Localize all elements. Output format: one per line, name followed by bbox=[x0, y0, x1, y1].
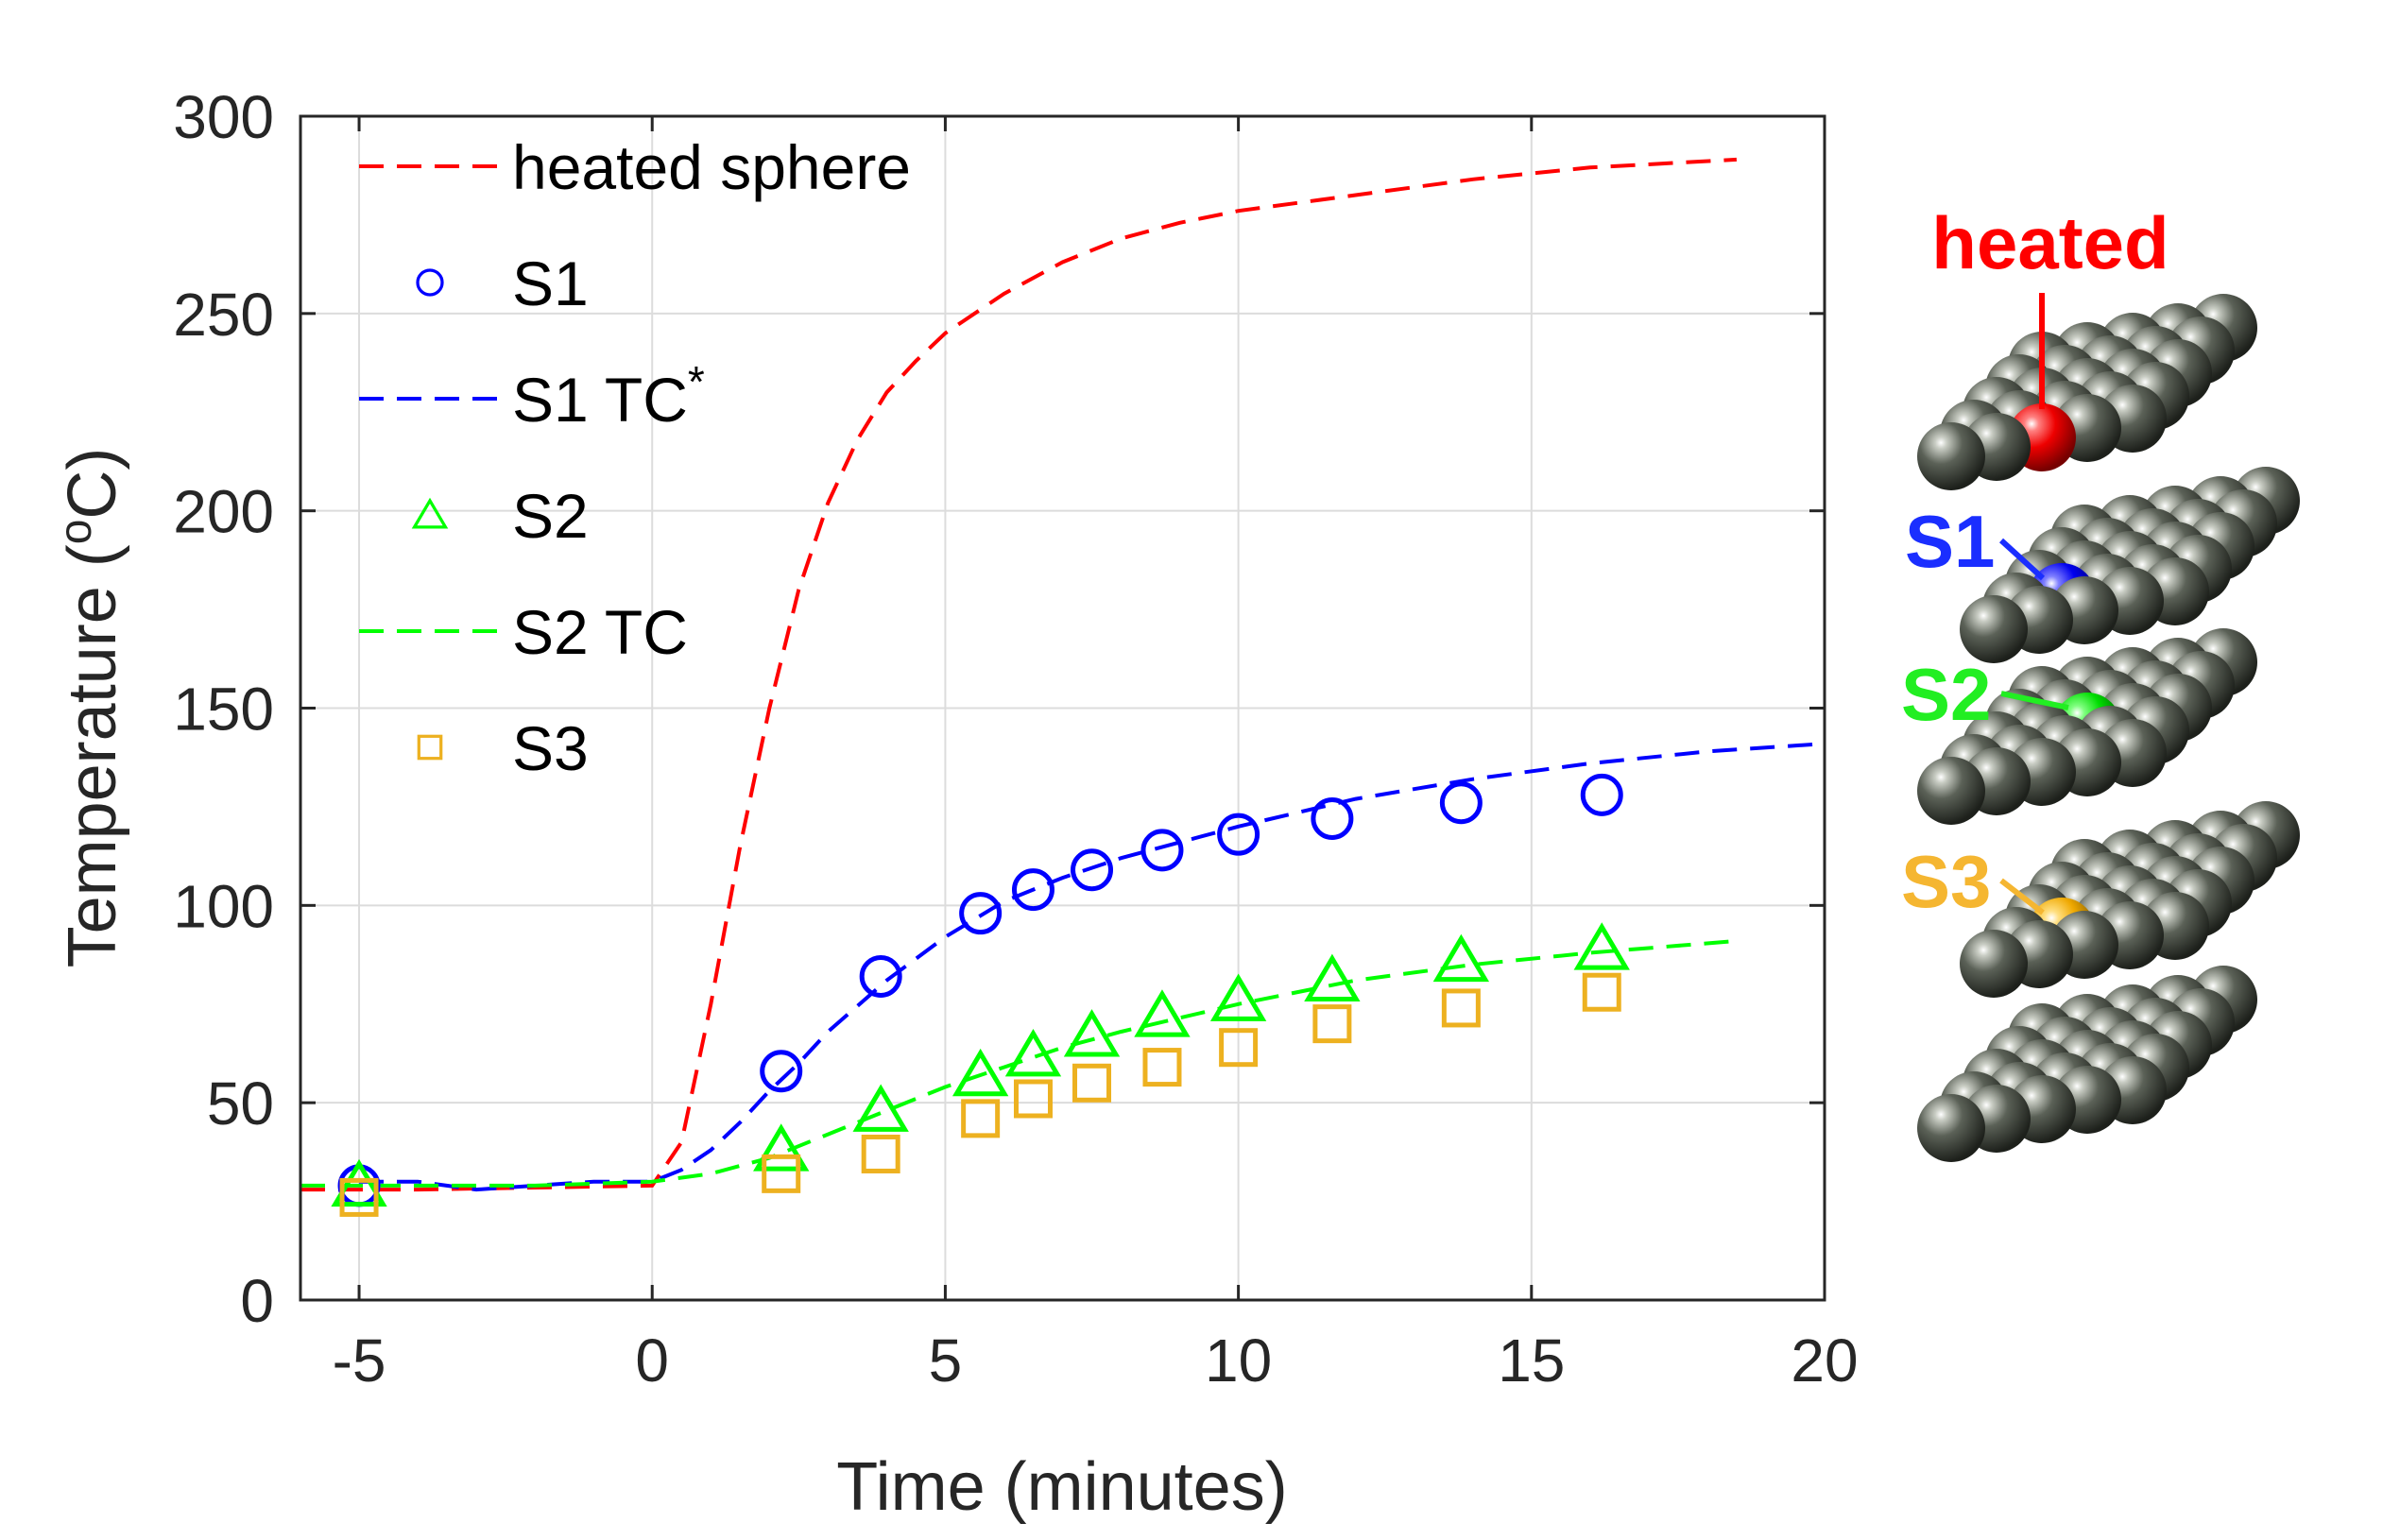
data-point-s2 bbox=[331, 1158, 387, 1207]
data-point-s3 bbox=[1072, 1063, 1112, 1103]
data-point-s1 bbox=[959, 892, 1003, 935]
x-tick-label: 15 bbox=[1498, 1326, 1565, 1395]
sphere-layer bbox=[1960, 467, 2300, 663]
data-point-s2 bbox=[1573, 922, 1630, 970]
data-point-s3 bbox=[961, 1099, 1001, 1138]
data-point-s1 bbox=[859, 955, 902, 999]
y-tick-label: 150 bbox=[173, 676, 274, 744]
stack-label-s3: S3 bbox=[1901, 840, 1991, 923]
y-tick-label: 300 bbox=[173, 83, 274, 151]
data-point-s3 bbox=[1219, 1028, 1259, 1068]
data-point-s2 bbox=[852, 1084, 909, 1132]
sphere bbox=[1960, 595, 2028, 663]
heated-label: heated bbox=[1931, 201, 2169, 284]
data-point-s3 bbox=[762, 1154, 801, 1193]
data-point-s2 bbox=[1134, 989, 1191, 1037]
data-point-s3 bbox=[1312, 1004, 1352, 1044]
sphere bbox=[1917, 757, 1985, 825]
y-tick-label: 100 bbox=[173, 872, 274, 940]
y-axis-label: Temperature (oC) bbox=[51, 448, 130, 968]
legend-swatch-s3 bbox=[417, 734, 443, 761]
stack-pointer bbox=[2000, 691, 2069, 710]
y-tick-label: 200 bbox=[173, 478, 274, 546]
data-point-s2 bbox=[1209, 973, 1267, 1021]
stack-pointer bbox=[1998, 538, 2046, 581]
data-point-s3 bbox=[1582, 972, 1621, 1012]
stack-label-s2: S2 bbox=[1901, 653, 1991, 736]
data-point-s3 bbox=[339, 1177, 379, 1217]
series-line-s2-tc bbox=[300, 938, 1738, 1188]
data-point-s2 bbox=[1304, 953, 1361, 1001]
data-point-s2 bbox=[753, 1123, 810, 1172]
data-point-s1 bbox=[760, 1050, 803, 1093]
data-point-s3 bbox=[1142, 1048, 1182, 1087]
legend-swatch-s1 bbox=[416, 268, 444, 297]
series-line-heated-sphere bbox=[300, 157, 1738, 1192]
legend-label: S2 bbox=[512, 481, 589, 551]
data-point-s1 bbox=[1140, 829, 1184, 872]
data-point-s3 bbox=[1013, 1079, 1053, 1119]
sphere-layer bbox=[1917, 966, 2257, 1162]
data-point-s2 bbox=[951, 1048, 1009, 1097]
legend-label: S2 TC bbox=[512, 597, 688, 667]
data-point-s2 bbox=[1432, 933, 1490, 983]
data-point-s2 bbox=[1063, 1009, 1121, 1057]
data-point-s1 bbox=[1071, 848, 1114, 892]
data-point-s1 bbox=[1439, 781, 1483, 825]
x-tick-label: 0 bbox=[635, 1326, 669, 1395]
y-tick-label: 0 bbox=[240, 1267, 274, 1335]
data-point-s2 bbox=[1004, 1029, 1062, 1077]
data-point-s3 bbox=[861, 1134, 900, 1173]
legend-label: S1 TC* bbox=[512, 357, 705, 435]
sphere bbox=[1960, 930, 2028, 998]
legend: heated sphere S1 S1 TC* S2 S2 TC S3 bbox=[359, 132, 911, 783]
sphere bbox=[1917, 1094, 1985, 1162]
data-point-s1 bbox=[1311, 796, 1354, 840]
legend-swatch-s2 bbox=[411, 497, 449, 529]
stack-pointer bbox=[1999, 878, 2045, 915]
x-axis-label: Time (minutes) bbox=[836, 1449, 1287, 1525]
sphere bbox=[1917, 422, 1985, 490]
series-line-s1-tc bbox=[359, 742, 1825, 1192]
sphere-layer bbox=[1960, 801, 2300, 998]
legend-label: S1 bbox=[512, 248, 589, 318]
legend-label: heated sphere bbox=[512, 132, 911, 202]
y-axis-label-tail: C) bbox=[55, 448, 130, 520]
plot-area bbox=[300, 157, 1825, 1217]
legend-label-superscript: * bbox=[688, 357, 705, 406]
sphere-layer bbox=[1917, 628, 2257, 825]
x-tick-label: 10 bbox=[1205, 1326, 1272, 1395]
data-point-s1 bbox=[1011, 868, 1054, 912]
x-tick-label: 20 bbox=[1791, 1326, 1858, 1395]
x-tick-label: -5 bbox=[333, 1326, 386, 1395]
legend-label: S3 bbox=[512, 713, 589, 783]
sphere-layer bbox=[1917, 294, 2257, 490]
x-tick-label: 5 bbox=[929, 1326, 963, 1395]
data-point-s1 bbox=[1580, 773, 1623, 816]
data-point-s1 bbox=[1217, 813, 1260, 856]
y-tick-label: 50 bbox=[207, 1069, 274, 1138]
stack-label-s1: S1 bbox=[1905, 500, 1995, 583]
y-axis-label-main: Temperature ( bbox=[55, 544, 130, 967]
y-axis-label-superscript: o bbox=[51, 520, 101, 545]
data-point-s3 bbox=[1441, 988, 1481, 1028]
y-tick-label: 250 bbox=[173, 281, 274, 349]
layer-stack-illustration: heated S1 S2 S3 bbox=[1901, 201, 2300, 1162]
